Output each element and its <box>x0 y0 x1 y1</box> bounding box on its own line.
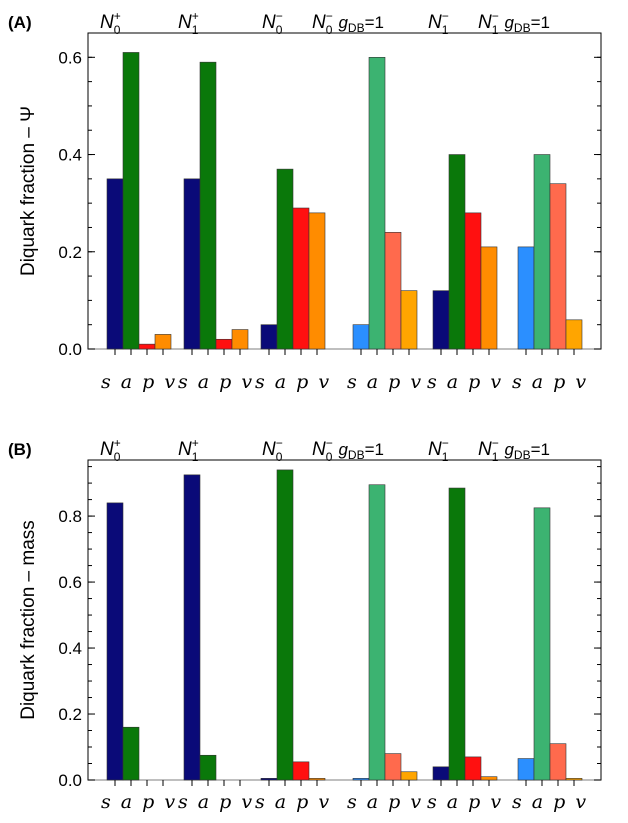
bar <box>199 754 217 781</box>
bar <box>260 324 278 350</box>
category-label: s a p v <box>347 791 423 813</box>
bar <box>215 338 233 350</box>
y-axis-label: Diquark fraction – Ψ <box>18 106 39 276</box>
group-header: N− 1 gDB=1 <box>478 9 550 37</box>
category-label: s a p v <box>178 791 254 813</box>
bar <box>464 756 482 781</box>
category-label: s a p v <box>512 371 588 393</box>
bar <box>183 178 201 350</box>
y-tick-label: 0.4 <box>58 639 82 658</box>
bar <box>260 778 278 781</box>
category-label: s a p v <box>101 791 177 813</box>
bar <box>480 776 498 781</box>
group-header: N− 0 gDB=1 <box>312 9 384 37</box>
y-tick-label: 0.4 <box>58 146 82 165</box>
category-label: s a p v <box>427 371 503 393</box>
group-header: N− 0 <box>262 9 283 37</box>
bar <box>231 329 249 350</box>
bar <box>432 290 450 350</box>
bar <box>517 758 535 781</box>
bar <box>448 154 466 350</box>
bar <box>384 232 402 350</box>
bar <box>122 52 140 350</box>
panel-tag: (A) <box>8 13 32 32</box>
category-label: s a p v <box>427 791 503 813</box>
bar <box>106 178 124 350</box>
y-tick-label: 0.2 <box>58 243 82 262</box>
group-header: N− 0 <box>262 436 283 464</box>
bar <box>432 766 450 781</box>
bar <box>122 726 140 781</box>
plot-frame <box>87 459 602 781</box>
bar <box>308 212 326 350</box>
category-label: s a p v <box>255 371 331 393</box>
y-tick-label: 0.8 <box>58 507 82 526</box>
bar <box>464 212 482 350</box>
y-tick-label: 0.6 <box>58 573 82 592</box>
y-tick-label: 0.2 <box>58 705 82 724</box>
bar <box>352 324 370 350</box>
bar <box>352 778 370 781</box>
category-label: s a p v <box>178 371 254 393</box>
bar <box>400 290 418 350</box>
bar <box>292 761 310 781</box>
bar <box>400 771 418 781</box>
group-header: N+ 1 <box>178 436 199 464</box>
bar <box>138 343 156 350</box>
group-header: N− 1 gDB=1 <box>478 436 550 464</box>
bar <box>448 487 466 781</box>
category-label: s a p v <box>255 791 331 813</box>
bar <box>533 507 551 781</box>
bar <box>154 334 172 350</box>
bar <box>276 168 294 350</box>
bar <box>480 246 498 350</box>
group-header: N− 1 <box>428 9 449 37</box>
y-tick-label: 0.0 <box>58 340 82 359</box>
bar <box>292 207 310 350</box>
bar <box>106 502 124 781</box>
y-axis-label: Diquark fraction – mass <box>18 520 39 720</box>
bar <box>565 778 583 781</box>
group-header: N+ 1 <box>178 9 199 37</box>
group-header: N− 1 <box>428 436 449 464</box>
group-header: N− 0 gDB=1 <box>312 436 384 464</box>
y-tick-label: 0.0 <box>58 771 82 790</box>
group-header: N+ 0 <box>100 9 121 37</box>
bar <box>384 753 402 781</box>
bar <box>565 319 583 350</box>
bar <box>549 183 567 350</box>
bar <box>549 743 567 781</box>
panel-tag: (B) <box>8 440 32 459</box>
bar <box>183 474 201 781</box>
bar <box>276 469 294 781</box>
category-label: s a p v <box>347 371 423 393</box>
bar <box>517 246 535 350</box>
bar <box>533 154 551 350</box>
category-label: s a p v <box>101 371 177 393</box>
bar <box>199 61 217 350</box>
group-header: N+ 0 <box>100 436 121 464</box>
category-label: s a p v <box>512 791 588 813</box>
bar <box>368 57 386 350</box>
y-tick-label: 0.6 <box>58 48 82 67</box>
bar <box>308 778 326 781</box>
bar <box>368 484 386 781</box>
